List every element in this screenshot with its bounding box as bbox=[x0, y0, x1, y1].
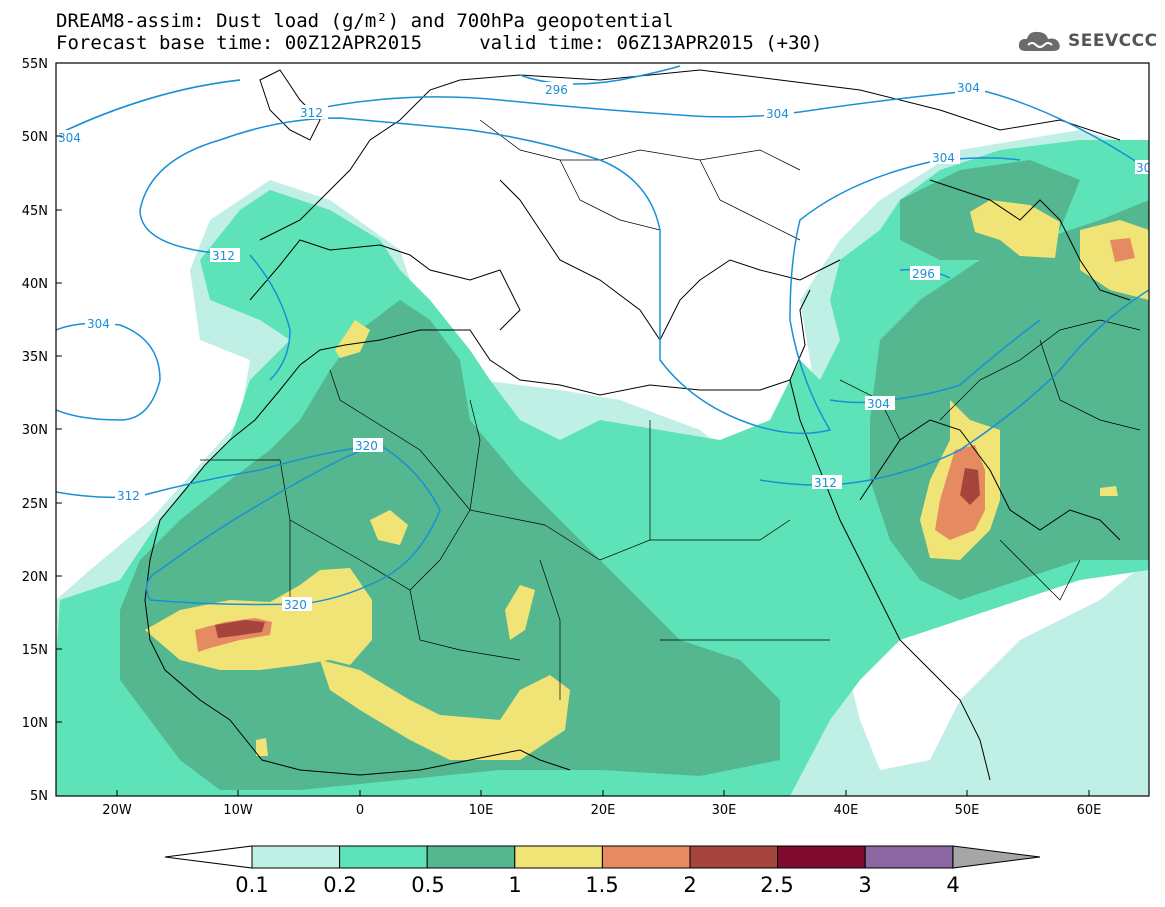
color-legend: 0.1 0.2 0.5 1 1.5 2 2.5 3 4 bbox=[164, 845, 1041, 897]
legend-label: 1 bbox=[508, 873, 521, 897]
lat-label: 25N bbox=[22, 497, 48, 512]
lon-label: 10W bbox=[223, 803, 253, 818]
lat-label: 50N bbox=[22, 130, 48, 145]
contour-label-304-b: 304 bbox=[957, 81, 980, 95]
legend-label: 2.5 bbox=[760, 873, 793, 897]
lon-label: 30E bbox=[712, 803, 737, 818]
contour-label-320: 320 bbox=[355, 439, 378, 453]
contour-label-boxes bbox=[56, 80, 1149, 611]
cloud-logo-icon bbox=[1018, 31, 1060, 51]
lat-label: 10N bbox=[22, 716, 48, 731]
contour-label-320-b: 320 bbox=[284, 598, 307, 612]
legend-label: 3 bbox=[858, 873, 871, 897]
lon-label: 20W bbox=[102, 803, 132, 818]
legend-color-box bbox=[426, 845, 516, 869]
tick-marks bbox=[56, 62, 1090, 796]
lon-label: 10E bbox=[469, 803, 494, 818]
contour-label-296: 296 bbox=[545, 83, 568, 97]
legend-color-box bbox=[339, 845, 428, 869]
lon-label: 50E bbox=[955, 803, 980, 818]
contour-label-304: 304 bbox=[766, 107, 789, 121]
seevccc-logo: SEEVCCC bbox=[1016, 26, 1158, 56]
contour-labels: 296 304 304 304 312 312 312 304 304 312 … bbox=[58, 81, 1151, 612]
legend-low-arrow bbox=[164, 845, 253, 869]
map-title: DREAM8-assim: Dust load (g/m²) and 700hP… bbox=[56, 10, 674, 32]
lon-label: 20E bbox=[591, 803, 616, 818]
logo-text: SEEVCCC bbox=[1068, 31, 1158, 51]
lat-label: 30N bbox=[22, 423, 48, 438]
legend-color-box bbox=[777, 845, 866, 869]
lon-label: 40E bbox=[834, 803, 859, 818]
lon-label: 0 bbox=[356, 803, 364, 818]
lat-label: 40N bbox=[22, 277, 48, 292]
contour-label-296-b: 296 bbox=[912, 267, 935, 281]
latitude-labels: 55N 50N 45N 40N 35N 30N 25N 20N 15N 10N … bbox=[22, 57, 48, 804]
lat-label: 20N bbox=[22, 570, 48, 585]
coastlines bbox=[144, 69, 1131, 781]
legend-color-box bbox=[601, 845, 691, 869]
legend-color-box bbox=[689, 845, 779, 869]
contour-label-312-c: 312 bbox=[814, 476, 837, 490]
contour-label-304-e: 304 bbox=[87, 317, 110, 331]
legend-label: 1.5 bbox=[585, 873, 618, 897]
legend-color-box bbox=[864, 845, 954, 869]
legend-label: 0.5 bbox=[411, 873, 444, 897]
legend-color-box bbox=[251, 845, 341, 869]
legend-labels: 0.1 0.2 0.5 1 1.5 2 2.5 3 4 bbox=[235, 873, 959, 897]
contour-label-304-d: 304 bbox=[867, 397, 890, 411]
longitude-labels: 20W 10W 0 10E 20E 30E 40E 50E 60E bbox=[102, 803, 1101, 818]
contour-label-312-b: 312 bbox=[212, 249, 235, 263]
forecast-time-subtitle: Forecast base time: 00Z12APR2015 valid t… bbox=[56, 32, 823, 54]
legend-label: 0.1 bbox=[235, 873, 268, 897]
lat-label: 15N bbox=[22, 643, 48, 658]
contour-label-30-edge: 30 bbox=[1136, 161, 1151, 175]
lat-label: 55N bbox=[22, 57, 48, 72]
dust-fields: 296 304 304 304 312 312 312 304 304 312 … bbox=[56, 63, 1151, 796]
lat-label: 35N bbox=[22, 350, 48, 365]
lon-label: 60E bbox=[1077, 803, 1102, 818]
contour-label-304-c: 304 bbox=[932, 151, 955, 165]
legend-high-arrow bbox=[952, 845, 1041, 869]
legend-color-box bbox=[514, 845, 603, 869]
dust-level-2 bbox=[215, 468, 980, 638]
legend-label: 2 bbox=[683, 873, 696, 897]
legend-label: 0.2 bbox=[323, 873, 356, 897]
contour-label-312: 312 bbox=[300, 106, 323, 120]
lat-label: 5N bbox=[30, 789, 48, 804]
legend-label: 4 bbox=[946, 873, 959, 897]
contour-label-312-d: 312 bbox=[117, 489, 140, 503]
contour-label-304-f: 304 bbox=[58, 131, 81, 145]
lat-label: 45N bbox=[22, 204, 48, 219]
legend-color-boxes bbox=[251, 845, 954, 869]
